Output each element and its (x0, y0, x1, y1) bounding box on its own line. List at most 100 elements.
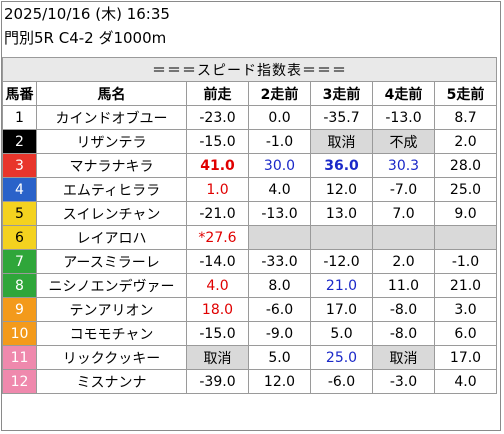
horse-name: アースミラーレ (36, 249, 187, 274)
horse-number: 12 (2, 369, 37, 394)
speed-value: 8.7 (434, 105, 497, 130)
speed-value: -13.0 (372, 105, 435, 130)
speed-value: -21.0 (186, 201, 249, 226)
horse-name: スイレンチャン (36, 201, 187, 226)
horse-number: 10 (2, 321, 37, 346)
horse-number: 9 (2, 297, 37, 322)
horse-name: マナラナキラ (36, 153, 187, 178)
speed-index-table: ＝＝＝スピード指数表＝＝＝ 馬番 馬名 前走 2走前 3走前 4走前 5走前 1… (2, 57, 497, 394)
speed-value: -1.0 (434, 249, 497, 274)
race-datetime: 2025/10/16 (木) 16:35 (4, 5, 170, 23)
horse-number: 5 (2, 201, 37, 226)
speed-value: 不成 (372, 129, 435, 154)
table-row: 7 アースミラーレ -14.0 -33.0 -12.0 2.0 -1.0 (2, 249, 497, 274)
race-info: 門別5R C4-2 ダ1000m (4, 29, 167, 47)
table-row: 1 カインドオブユー -23.0 0.0 -35.7 -13.0 8.7 (2, 105, 497, 130)
speed-value: 5.0 (248, 345, 311, 370)
speed-value: 2.0 (372, 249, 435, 274)
horse-number: 3 (2, 153, 37, 178)
speed-value (372, 225, 435, 250)
speed-value: 17.0 (434, 345, 497, 370)
horse-name: ミスナンナ (36, 369, 187, 394)
speed-value: -12.0 (310, 249, 373, 274)
col-header-name: 馬名 (36, 81, 187, 106)
speed-value: -33.0 (248, 249, 311, 274)
speed-value: 取消 (310, 129, 373, 154)
speed-value: 7.0 (372, 201, 435, 226)
speed-value: 6.0 (434, 321, 497, 346)
speed-value: -15.0 (186, 129, 249, 154)
speed-value: 21.0 (434, 273, 497, 298)
speed-value (310, 225, 373, 250)
speed-value: -8.0 (372, 321, 435, 346)
table-row: 12 ミスナンナ -39.0 12.0 -6.0 -3.0 4.0 (2, 369, 497, 394)
table-row: 2 リザンテラ -15.0 -1.0 取消 不成 2.0 (2, 129, 497, 154)
col-header-number: 馬番 (2, 81, 37, 106)
horse-number: 1 (2, 105, 37, 130)
speed-value: 30.0 (248, 153, 311, 178)
speed-value: -39.0 (186, 369, 249, 394)
speed-value: 11.0 (372, 273, 435, 298)
speed-value: -6.0 (310, 369, 373, 394)
speed-value: 3.0 (434, 297, 497, 322)
speed-value: -3.0 (372, 369, 435, 394)
speed-value: 28.0 (434, 153, 497, 178)
table-row: 5 スイレンチャン -21.0 -13.0 13.0 7.0 9.0 (2, 201, 497, 226)
speed-value: 12.0 (248, 369, 311, 394)
table-row: 4 エムティヒララ 1.0 4.0 12.0 -7.0 25.0 (2, 177, 497, 202)
horse-number: 8 (2, 273, 37, 298)
horse-name: カインドオブユー (36, 105, 187, 130)
speed-value: 取消 (186, 345, 249, 370)
speed-value: 18.0 (186, 297, 249, 322)
table-row: 8 ニシノエンデヴァー 4.0 8.0 21.0 11.0 21.0 (2, 273, 497, 298)
speed-value: 25.0 (310, 345, 373, 370)
speed-value: 12.0 (310, 177, 373, 202)
speed-value: -7.0 (372, 177, 435, 202)
speed-value: 21.0 (310, 273, 373, 298)
col-header-4-runs-ago: 4走前 (372, 81, 435, 106)
horse-name: リザンテラ (36, 129, 187, 154)
speed-value: -13.0 (248, 201, 311, 226)
horse-number: 4 (2, 177, 37, 202)
speed-value: -15.0 (186, 321, 249, 346)
header-row: 馬番 馬名 前走 2走前 3走前 4走前 5走前 (2, 81, 497, 106)
speed-value: 2.0 (434, 129, 497, 154)
col-header-3-runs-ago: 3走前 (310, 81, 373, 106)
col-header-2-runs-ago: 2走前 (248, 81, 311, 106)
speed-value: 9.0 (434, 201, 497, 226)
speed-value: -23.0 (186, 105, 249, 130)
speed-value (434, 225, 497, 250)
horse-number: 6 (2, 225, 37, 250)
table-row: 11 リッククッキー 取消 5.0 25.0 取消 17.0 (2, 345, 497, 370)
speed-value: 17.0 (310, 297, 373, 322)
speed-value: 4.0 (434, 369, 497, 394)
speed-value: *27.6 (186, 225, 249, 250)
horse-number: 11 (2, 345, 37, 370)
horse-number: 7 (2, 249, 37, 274)
speed-value: -6.0 (248, 297, 311, 322)
table-row: 9 テンアリオン 18.0 -6.0 17.0 -8.0 3.0 (2, 297, 497, 322)
horse-name: リッククッキー (36, 345, 187, 370)
table-row: 10 コモモチャン -15.0 -9.0 5.0 -8.0 6.0 (2, 321, 497, 346)
speed-value: 25.0 (434, 177, 497, 202)
speed-value: 5.0 (310, 321, 373, 346)
speed-value: 取消 (372, 345, 435, 370)
speed-value: 41.0 (186, 153, 249, 178)
horse-name: テンアリオン (36, 297, 187, 322)
speed-value: 4.0 (248, 177, 311, 202)
col-header-5-runs-ago: 5走前 (434, 81, 497, 106)
table-title: ＝＝＝スピード指数表＝＝＝ (2, 57, 497, 82)
horse-name: エムティヒララ (36, 177, 187, 202)
speed-value: -35.7 (310, 105, 373, 130)
speed-value: 30.3 (372, 153, 435, 178)
speed-value: 1.0 (186, 177, 249, 202)
speed-value: -1.0 (248, 129, 311, 154)
speed-value: 13.0 (310, 201, 373, 226)
speed-value: -8.0 (372, 297, 435, 322)
horse-name: コモモチャン (36, 321, 187, 346)
horse-name: ニシノエンデヴァー (36, 273, 187, 298)
speed-value: -9.0 (248, 321, 311, 346)
speed-value: 8.0 (248, 273, 311, 298)
col-header-last-run: 前走 (186, 81, 249, 106)
table-row: 6 レイアロハ *27.6 (2, 225, 497, 250)
